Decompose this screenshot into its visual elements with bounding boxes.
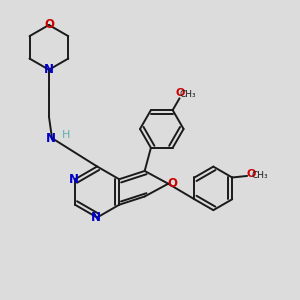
Text: O: O <box>168 177 178 190</box>
Text: O: O <box>247 169 256 179</box>
Text: N: N <box>46 132 56 145</box>
Text: O: O <box>44 19 54 32</box>
Text: N: N <box>91 211 100 224</box>
Text: O: O <box>176 88 185 98</box>
Text: CH₃: CH₃ <box>252 171 268 180</box>
Text: H: H <box>62 130 70 140</box>
Text: CH₃: CH₃ <box>180 90 196 99</box>
Text: N: N <box>68 173 79 186</box>
Text: N: N <box>44 63 54 76</box>
